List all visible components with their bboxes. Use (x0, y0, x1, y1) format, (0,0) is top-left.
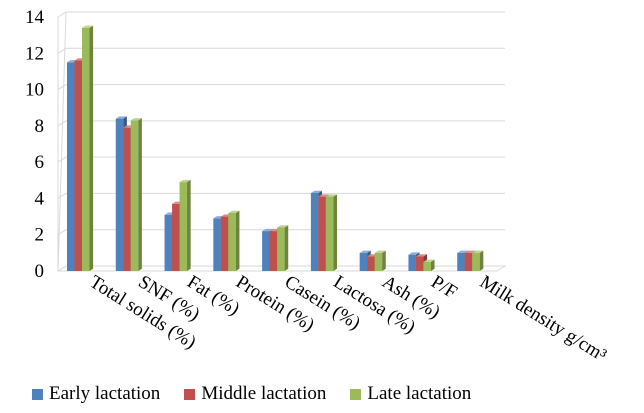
bar-top (228, 210, 240, 213)
bar-front (220, 216, 229, 271)
bar-front (277, 227, 285, 271)
bar-front (457, 252, 465, 271)
bar (82, 25, 94, 272)
bar-front (423, 261, 431, 271)
bar (325, 194, 337, 271)
bar (472, 250, 484, 271)
legend-item-middle: Middle lactation (184, 383, 326, 405)
gridline-side (57, 84, 67, 90)
bar-front (123, 127, 131, 272)
legend-swatch-late (350, 388, 362, 400)
bars (67, 25, 484, 272)
legend-label-early: Early lactation (49, 383, 161, 404)
legend-label-middle: Middle lactation (201, 383, 327, 404)
bar-front (367, 256, 375, 271)
bar (228, 210, 240, 271)
bar-front (318, 196, 326, 271)
bar-front (67, 62, 75, 271)
bar (130, 118, 142, 272)
bar-front (82, 27, 90, 272)
bar-front (74, 60, 82, 271)
bar-side (430, 259, 435, 271)
bar-front (464, 252, 473, 271)
bar-front (374, 252, 383, 271)
y-tick-label: 12 (25, 43, 44, 64)
legend-swatch-early (32, 388, 43, 400)
bar-side (479, 250, 484, 271)
bar-top (472, 250, 484, 253)
legend-item-early: Early lactation (32, 383, 160, 405)
y-tick-label: 10 (25, 80, 44, 101)
bar-top (415, 254, 428, 257)
bar (179, 179, 191, 271)
bar-front (415, 256, 424, 271)
y-tick-label: 14 (25, 7, 45, 28)
gridline-side (57, 120, 67, 127)
bar-top (130, 118, 142, 121)
bar-front (164, 214, 173, 271)
bar-top (82, 25, 94, 28)
y-axis-ticks: 0 2 4 6 8 10 12 14 (25, 7, 45, 282)
bar-front (179, 182, 188, 271)
x-axis-labels: Total solids (%)SNF (%)Fat (%)Protein (%… (86, 271, 611, 366)
gridline-side (57, 47, 67, 54)
bar-front (325, 196, 334, 271)
y-tick-label: 6 (35, 152, 45, 173)
gridline-side (57, 265, 67, 272)
bar-front (213, 218, 221, 271)
bar-top (115, 116, 127, 119)
y-tick-label: 2 (35, 225, 45, 246)
bar-side (89, 25, 94, 272)
bar-top (359, 250, 371, 253)
bar-top (318, 194, 330, 197)
bar-side (138, 118, 142, 272)
legend-swatch-middle (184, 388, 196, 400)
side-wall-edge (57, 11, 67, 272)
bar-side (284, 225, 289, 271)
bar-front (472, 252, 480, 271)
bar (277, 225, 289, 271)
y-tick-label: 4 (35, 188, 45, 209)
bar-front (359, 252, 368, 271)
bar-front (310, 192, 319, 271)
bar-top (408, 252, 420, 255)
bar-side (235, 210, 240, 271)
bar-top (262, 228, 274, 232)
bar-front (269, 231, 278, 271)
bar-front (408, 254, 416, 271)
bar-front (228, 212, 236, 271)
bar (374, 250, 386, 271)
legend-item-late: Late lactation (350, 383, 471, 405)
bar-top (277, 225, 289, 228)
y-tick-label: 8 (35, 116, 45, 137)
gridline-side (57, 11, 67, 18)
bar-top (374, 250, 386, 253)
x-tick-label: Milk density g/cm³ (476, 271, 610, 366)
bar-top (457, 250, 469, 253)
bar-top (464, 250, 476, 253)
y-tick-label: 0 (35, 261, 45, 282)
bar-front (172, 203, 180, 271)
gridline-side (57, 193, 67, 199)
bar-front (130, 120, 139, 272)
bar-top (310, 190, 322, 193)
bar (423, 259, 435, 271)
gridline-side (57, 229, 67, 236)
bar-front (115, 118, 124, 271)
bar-side (382, 250, 386, 271)
bar-side (333, 194, 337, 271)
gridline-side (57, 156, 67, 163)
bar-front (262, 231, 270, 271)
bar-top (423, 259, 435, 262)
legend: Early lactation Middle lactation Late la… (32, 381, 495, 407)
legend-label-late: Late lactation (367, 383, 472, 404)
bar-top (179, 179, 191, 183)
bar-side (187, 179, 191, 271)
bar-top (325, 194, 337, 197)
